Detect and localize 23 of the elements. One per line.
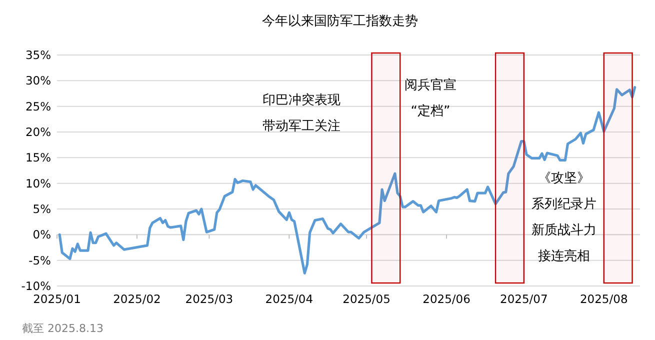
y-tick-label: 0% xyxy=(32,228,52,242)
y-tick-label: 15% xyxy=(25,150,52,165)
x-tick-label: 2025/08 xyxy=(580,292,628,306)
band-label: 印巴冲突表现带动军工关注 xyxy=(262,93,341,134)
x-tick-label: 2025/04 xyxy=(265,292,314,306)
band-label: 阅兵官宣“定档” xyxy=(404,77,457,119)
x-tick-label: 2025/01 xyxy=(33,292,81,306)
y-tick-label: -5% xyxy=(28,253,52,268)
y-tick-label: 5% xyxy=(32,202,52,216)
x-tick-label: 2025/05 xyxy=(342,292,390,306)
x-tick-label: 2025/03 xyxy=(185,292,234,306)
y-tick-label: 30% xyxy=(25,74,52,88)
x-tick-label: 2025/02 xyxy=(113,292,161,306)
y-tick-label: 10% xyxy=(25,176,52,190)
chart-title: 今年以来国防军工指数走势 xyxy=(262,14,418,29)
y-tick-label: 20% xyxy=(25,125,52,140)
x-tick-label: 2025/06 xyxy=(422,292,470,306)
y-tick-label: 35% xyxy=(25,48,52,62)
text: 截至 2025.8.13 xyxy=(22,322,104,335)
x-tick-label: 2025/07 xyxy=(500,292,548,306)
y-tick-label: 25% xyxy=(25,99,52,114)
band-label: 《攻坚》系列纪录片新质战斗力接连亮相 xyxy=(531,171,596,264)
y-tick-label: -10% xyxy=(21,279,52,294)
